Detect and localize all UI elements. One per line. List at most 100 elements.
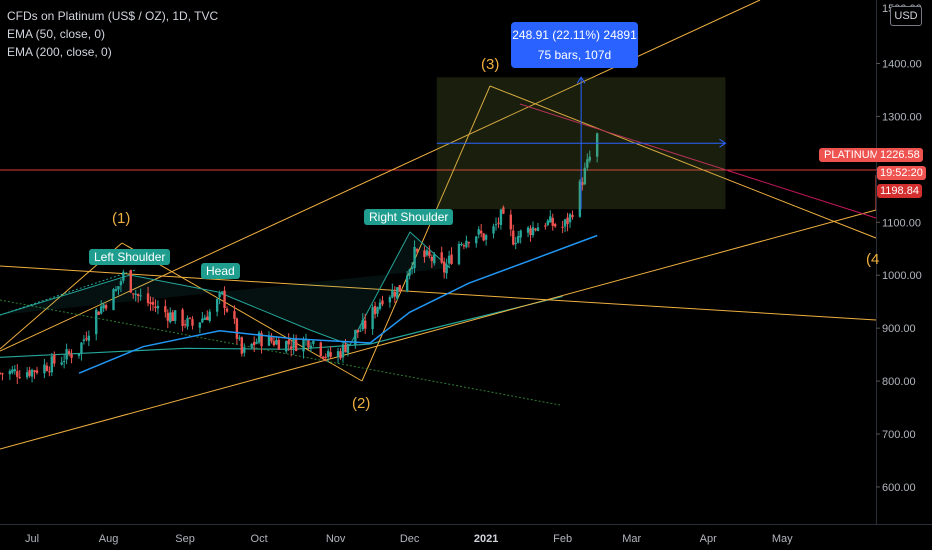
candle-body	[549, 216, 552, 223]
candle-body	[174, 310, 177, 321]
candle	[164, 299, 167, 318]
candle-body	[203, 317, 207, 320]
candle	[270, 333, 273, 344]
candle-body	[275, 340, 278, 345]
candle	[440, 246, 443, 265]
candle	[326, 348, 330, 363]
candle	[0, 372, 2, 376]
candle	[240, 336, 244, 357]
candle-body	[85, 338, 88, 340]
candle-body	[62, 360, 66, 362]
wave-1-label[interactable]: (1)	[112, 210, 131, 227]
candle	[571, 210, 574, 220]
currency-button[interactable]: USD	[890, 6, 922, 26]
candle	[186, 315, 189, 330]
left-shoulder-label[interactable]: Left Shoulder	[89, 249, 171, 265]
candle	[423, 246, 426, 263]
candle	[235, 317, 239, 345]
right-shoulder-label[interactable]: Right Shoulder	[364, 209, 454, 225]
candle	[129, 269, 132, 294]
candle	[373, 301, 377, 319]
candle-body	[428, 251, 431, 256]
candle-body	[294, 339, 298, 351]
measure-info-box[interactable]: 248.91 (22.11%) 24891 75 bars, 107d	[511, 22, 638, 68]
candle	[255, 338, 258, 345]
candle-body	[225, 308, 229, 312]
time-tick-label: Oct	[251, 533, 268, 545]
candle	[174, 310, 177, 324]
ema50-path	[78, 234, 598, 374]
symbol-title[interactable]: CFDs on Platinum (US$ / OZ), 1D, TVC	[7, 9, 219, 23]
candle-body	[95, 309, 98, 335]
hline-price-tag: 1198.84	[877, 184, 922, 198]
candle	[85, 331, 88, 342]
candle	[595, 132, 599, 163]
candle-body	[312, 340, 315, 344]
candle	[275, 336, 278, 346]
candle-body	[220, 291, 224, 294]
candle-body	[381, 300, 384, 305]
candle-body	[319, 342, 322, 356]
candle-body	[156, 305, 160, 309]
candle	[497, 217, 500, 229]
candle	[364, 313, 367, 334]
candle	[16, 364, 19, 385]
candle-body	[457, 243, 461, 265]
candle-body	[136, 294, 140, 296]
candle-body	[578, 181, 582, 217]
candle	[425, 248, 429, 257]
candle-body	[302, 338, 305, 352]
candle	[117, 286, 120, 296]
ema200-legend[interactable]: EMA (200, close, 0)	[7, 45, 112, 59]
candle-body	[373, 305, 377, 315]
head-label[interactable]: Head	[201, 263, 240, 279]
candle	[208, 309, 211, 323]
candle-body	[198, 322, 202, 328]
candle	[82, 335, 86, 345]
candle	[563, 218, 567, 233]
candle	[13, 365, 17, 375]
wave-4-label[interactable]: (4	[866, 251, 880, 268]
candle	[277, 336, 281, 350]
candle-body	[257, 332, 261, 343]
candle-body	[129, 270, 132, 293]
candle	[201, 311, 204, 324]
candle	[11, 365, 14, 375]
candle	[181, 307, 184, 332]
candle	[561, 220, 564, 234]
candle	[80, 342, 83, 361]
candle-body	[102, 304, 105, 309]
candle-body	[494, 224, 498, 226]
price-tick-label: 1100.00	[882, 217, 921, 229]
candle-body	[255, 341, 258, 344]
candle	[151, 297, 155, 311]
candle-body	[164, 306, 167, 313]
wave-3-label[interactable]: (3)	[481, 56, 500, 73]
candle-body	[277, 340, 281, 350]
candle	[218, 290, 221, 305]
candle-body	[104, 305, 108, 309]
wave-2-label[interactable]: (2)	[352, 395, 371, 412]
candle-body	[450, 254, 453, 264]
candle-body	[413, 246, 416, 269]
candle-body	[568, 214, 572, 223]
candle-body	[462, 245, 466, 247]
candle-body	[479, 230, 483, 234]
candle	[329, 346, 332, 359]
candle-body	[586, 159, 589, 168]
time-tick-label: Apr	[700, 533, 717, 545]
wave-line	[489, 85, 877, 239]
candle	[220, 290, 224, 296]
candle-body	[25, 372, 29, 378]
measure-arrow-up	[576, 76, 586, 84]
candle	[378, 298, 382, 311]
candle	[457, 241, 461, 266]
candle	[465, 235, 468, 249]
candle	[114, 286, 118, 292]
measure-change: 248.91 (22.11%) 24891	[512, 28, 637, 42]
ema50-legend[interactable]: EMA (50, close, 0)	[7, 27, 106, 41]
candle	[519, 229, 522, 244]
candle	[25, 367, 29, 380]
candle	[413, 240, 416, 274]
